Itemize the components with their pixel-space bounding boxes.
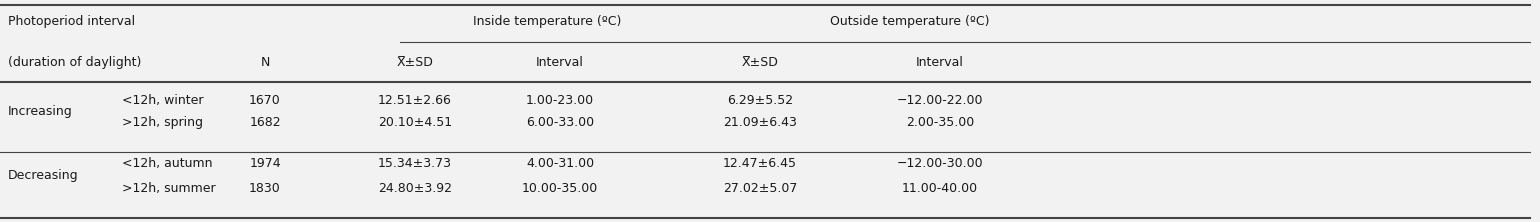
Text: Interval: Interval — [536, 56, 584, 69]
Text: 10.00-35.00: 10.00-35.00 — [522, 182, 598, 194]
Text: <12h, winter: <12h, winter — [122, 93, 203, 107]
Text: Increasing: Increasing — [8, 105, 72, 117]
Text: 11.00-40.00: 11.00-40.00 — [902, 182, 978, 194]
Text: <12h, autumn: <12h, autumn — [122, 157, 213, 170]
Text: 6.29±5.52: 6.29±5.52 — [727, 93, 793, 107]
Text: Photoperiod interval: Photoperiod interval — [8, 16, 136, 28]
Text: 15.34±3.73: 15.34±3.73 — [377, 157, 453, 170]
Text: 20.10±4.51: 20.10±4.51 — [377, 115, 453, 129]
Text: 27.02±5.07: 27.02±5.07 — [722, 182, 798, 194]
Text: 2.00-35.00: 2.00-35.00 — [906, 115, 975, 129]
Text: 24.80±3.92: 24.80±3.92 — [377, 182, 453, 194]
Text: 21.09±6.43: 21.09±6.43 — [724, 115, 796, 129]
Text: 1.00-23.00: 1.00-23.00 — [527, 93, 594, 107]
Text: >12h, summer: >12h, summer — [122, 182, 216, 194]
Text: 1682: 1682 — [249, 115, 280, 129]
Text: X̅±SD: X̅±SD — [742, 56, 778, 69]
Text: X̅±SD: X̅±SD — [397, 56, 433, 69]
Text: 1830: 1830 — [249, 182, 280, 194]
Text: 1670: 1670 — [249, 93, 280, 107]
Text: 6.00-33.00: 6.00-33.00 — [527, 115, 594, 129]
Text: (duration of daylight): (duration of daylight) — [8, 56, 142, 69]
Text: >12h, spring: >12h, spring — [122, 115, 203, 129]
Text: 12.51±2.66: 12.51±2.66 — [377, 93, 451, 107]
Text: 1974: 1974 — [249, 157, 280, 170]
Text: −12.00-30.00: −12.00-30.00 — [896, 157, 984, 170]
Text: N: N — [260, 56, 269, 69]
Text: Decreasing: Decreasing — [8, 169, 79, 182]
Text: 12.47±6.45: 12.47±6.45 — [722, 157, 798, 170]
Text: Interval: Interval — [916, 56, 964, 69]
Text: 4.00-31.00: 4.00-31.00 — [527, 157, 594, 170]
Text: −12.00-22.00: −12.00-22.00 — [896, 93, 983, 107]
Text: Outside temperature (ºC): Outside temperature (ºC) — [830, 16, 990, 28]
Text: Inside temperature (ºC): Inside temperature (ºC) — [473, 16, 622, 28]
